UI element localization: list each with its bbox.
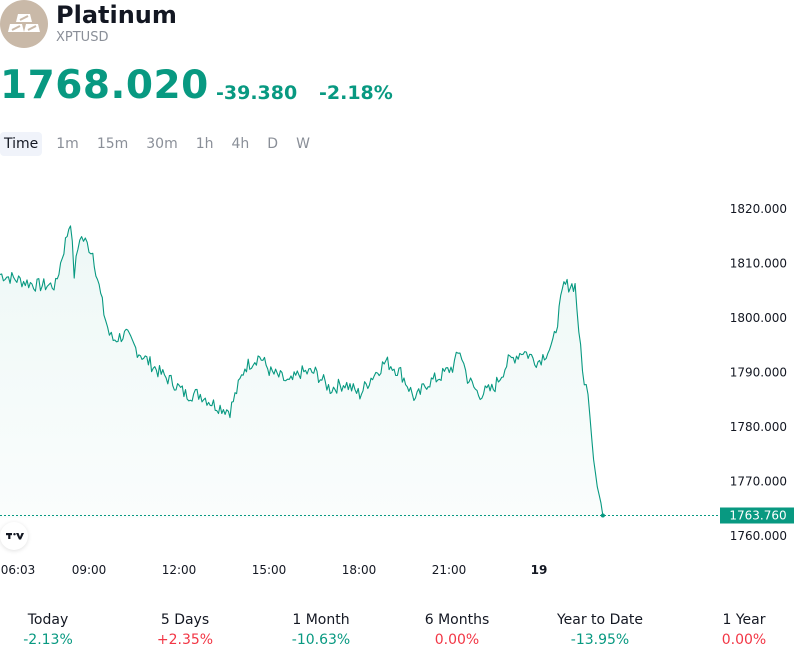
tab-15m[interactable]: 15m [96, 136, 129, 152]
x-axis-label: 15:00 [252, 563, 287, 577]
last-price-badge [720, 507, 794, 524]
y-axis-label: 1790.000 [730, 366, 787, 380]
period-label: Today [27, 612, 69, 628]
x-axis-label: 18:00 [342, 563, 377, 577]
performance-periods: Today -2.13% 5 Days +2.35% 1 Month -10.63% 6 M… [0, 610, 800, 650]
x-axis-label: 19 [531, 563, 548, 577]
tab-30m[interactable]: 30m [146, 136, 178, 152]
tab-d[interactable]: D [267, 136, 279, 152]
symbol-name: Platinum [56, 1, 177, 29]
period-today[interactable]: Today -2.13% [0, 610, 103, 650]
symbol-ticker: XPTUSD [56, 30, 109, 45]
tradingview-logo-icon[interactable] [0, 522, 28, 550]
period-label: 6 Months [424, 612, 490, 628]
y-axis-label: 1820.000 [730, 202, 787, 216]
x-axis-label: 06:03 [1, 563, 36, 577]
period-value: -2.13% [23, 632, 73, 648]
x-axis-label: 12:00 [162, 563, 197, 577]
period-6-months[interactable]: 6 Months 0.00% [402, 610, 512, 650]
period-value: -13.95% [570, 632, 630, 648]
period-5-days[interactable]: 5 Days +2.35% [130, 610, 240, 650]
y-axis-label: 1800.000 [730, 311, 787, 325]
period-value: -10.63% [291, 632, 351, 648]
interval-tabs: Time 1m 15m 30m 1h 4h D W [0, 132, 324, 156]
x-axis-label: 21:00 [432, 563, 467, 577]
period-value: +2.35% [156, 632, 214, 648]
period-value: 0.00% [434, 632, 480, 648]
price-change: -39.380 [216, 82, 298, 104]
period-value: 0.00% [721, 632, 767, 648]
last-price-point [600, 513, 605, 518]
platinum-logo-icon [0, 0, 48, 48]
tab-w[interactable]: W [296, 136, 310, 152]
period-1-month[interactable]: 1 Month -10.63% [266, 610, 376, 650]
tab-time[interactable]: Time [0, 132, 43, 156]
y-axis-label: 1760.000 [730, 529, 787, 543]
period-label: 1 Month [292, 612, 350, 628]
price-change-percent: -2.18% [319, 82, 393, 104]
last-price-label: 1763.760 [729, 509, 786, 523]
period-label: Year to Date [556, 612, 644, 628]
period-label: 5 Days [160, 612, 210, 628]
period-label: 1 Year [722, 612, 766, 628]
last-price: 1768.020 [0, 63, 209, 108]
y-axis-label: 1810.000 [730, 257, 787, 271]
price-chart[interactable]: 1820.000 1810.000 1800.000 1790.000 1780.000… [0, 180, 800, 580]
y-axis-label: 1780.000 [730, 420, 787, 434]
price-line [0, 225, 604, 516]
tab-1m[interactable]: 1m [56, 136, 79, 152]
period-year-to-date[interactable]: Year to Date -13.95% [545, 610, 655, 650]
period-1-year[interactable]: 1 Year 0.00% [689, 610, 799, 650]
x-axis-label: 09:00 [72, 563, 107, 577]
tab-4h[interactable]: 4h [231, 136, 250, 152]
y-axis-label: 1770.000 [730, 475, 787, 489]
tab-1h[interactable]: 1h [195, 136, 214, 152]
